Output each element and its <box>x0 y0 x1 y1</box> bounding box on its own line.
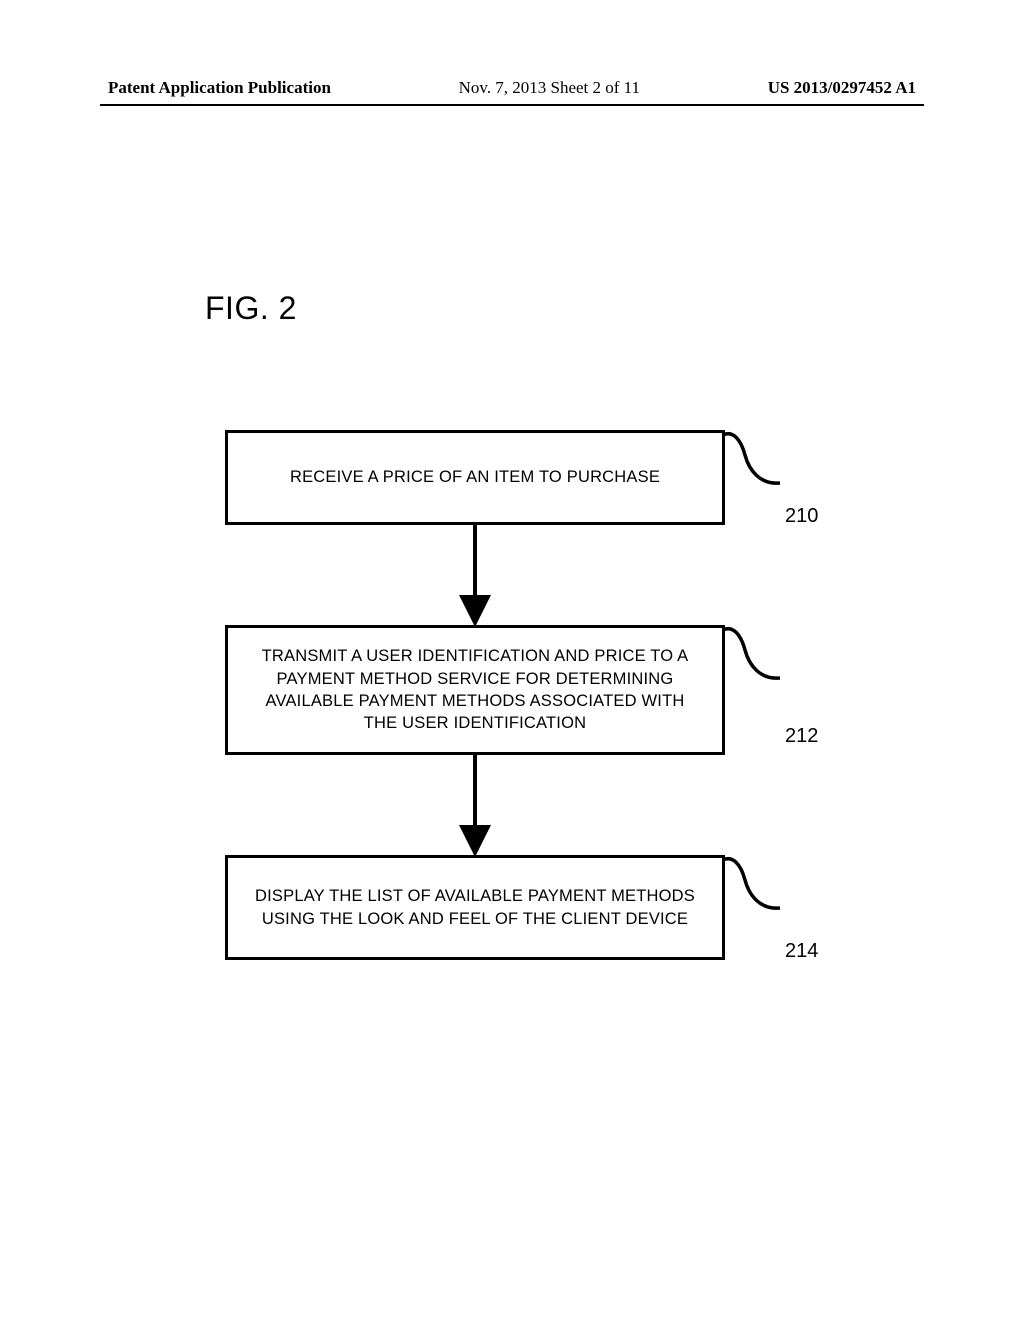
lead-line <box>723 859 780 908</box>
header-right: US 2013/0297452 A1 <box>768 78 916 98</box>
figure-label: FIG. 2 <box>205 290 297 327</box>
flowchart-svg <box>0 430 1024 1030</box>
header-rule <box>100 104 924 106</box>
page: Patent Application Publication Nov. 7, 2… <box>0 0 1024 1320</box>
lead-line <box>723 629 780 678</box>
header-center: Nov. 7, 2013 Sheet 2 of 11 <box>459 78 640 98</box>
lead-line <box>723 434 780 483</box>
header-left: Patent Application Publication <box>108 78 331 98</box>
page-header: Patent Application Publication Nov. 7, 2… <box>108 78 916 98</box>
